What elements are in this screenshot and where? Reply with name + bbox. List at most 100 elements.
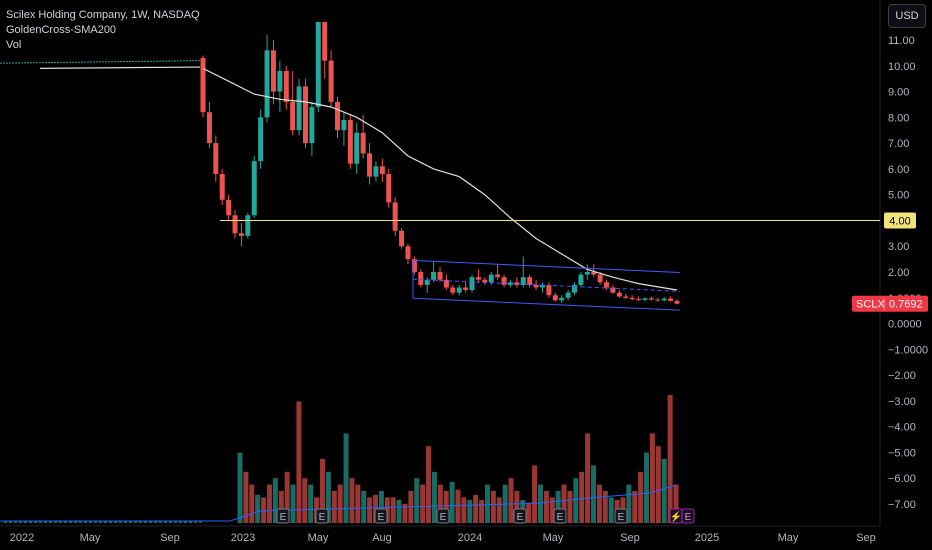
earnings-event-marker[interactable]: E (681, 508, 695, 524)
price-tick-label: 7.00 (888, 138, 909, 150)
volume-bar (573, 478, 579, 523)
volume-bar (14, 521, 17, 523)
volume-bar (44, 521, 47, 523)
earnings-event-marker[interactable]: E (614, 508, 628, 524)
level-price-label: 4.00 (889, 215, 910, 227)
volume-ma-line (0, 484, 677, 522)
last-price-symbol: SCLX (856, 299, 885, 311)
candle-body (347, 119, 353, 164)
time-tick-label: Sep (620, 532, 640, 544)
volume-bar (349, 478, 355, 523)
volume-bar (243, 471, 249, 523)
event-marker-box (276, 508, 290, 524)
volume-bar (355, 484, 361, 523)
volume-bar (64, 521, 67, 523)
candle-body (270, 50, 276, 92)
volume-bar (109, 521, 112, 523)
volume-bar (159, 521, 162, 523)
volume-bar (479, 499, 485, 523)
candle-body (424, 279, 430, 285)
volume-bar (24, 521, 27, 523)
event-marker-box (436, 508, 450, 524)
candle-body (219, 174, 225, 200)
candle-body (507, 282, 513, 285)
time-tick-label: Aug (372, 532, 392, 544)
candle-body (302, 86, 308, 144)
last-price-value: 0.7692 (889, 299, 923, 311)
volume-bar (514, 491, 520, 523)
volume-bar (194, 521, 197, 523)
volume-bar (626, 484, 632, 523)
price-tick-label: 6.00 (888, 164, 909, 176)
candle-body (341, 119, 347, 131)
candle-body (668, 298, 674, 301)
volume-bar (555, 491, 561, 523)
event-marker-text: ⚡ (670, 510, 682, 523)
candle-body (495, 274, 501, 278)
candle-body (610, 287, 616, 293)
earnings-event-marker[interactable]: E (276, 508, 290, 524)
price-tick-label: 10.00 (888, 61, 916, 73)
price-tick-label: −4.00 (888, 422, 916, 434)
symbol-title: Scilex Holding Company, 1W, NASDAQ (6, 9, 200, 21)
volume-bar (79, 521, 82, 523)
volume-bar (567, 491, 573, 523)
time-tick-label: Sep (160, 532, 180, 544)
volume-bar (638, 471, 644, 523)
volume-bar (661, 459, 667, 523)
volume-bar (331, 491, 337, 523)
volume-bar (261, 497, 267, 523)
volume-bars (4, 395, 679, 523)
candle-body (539, 284, 545, 288)
event-marker-text: E (280, 512, 287, 523)
volume-label[interactable]: Vol (6, 39, 22, 51)
earnings-event-marker[interactable]: E (513, 508, 527, 524)
volume-bar (154, 521, 157, 523)
volume-bar (361, 491, 367, 523)
candle-body (661, 298, 667, 301)
event-marker-text: E (378, 512, 385, 523)
event-marker-box (374, 508, 388, 524)
time-tick-label: May (778, 532, 799, 544)
volume-bar (296, 401, 302, 523)
dividend-event-marker[interactable]: ⚡ (669, 508, 683, 524)
candle-body (655, 299, 661, 301)
earnings-event-marker[interactable]: E (315, 508, 329, 524)
volume-bar (602, 491, 608, 523)
volume-bar (84, 521, 87, 523)
candle-body (475, 277, 481, 280)
price-tick-label: 5.00 (888, 190, 909, 202)
volume-bar (174, 521, 177, 523)
volume-bar (537, 484, 543, 523)
indicator-label[interactable]: GoldenCross-SMA200 (6, 24, 117, 36)
channel-upper-line (412, 259, 681, 274)
candle-body (386, 174, 392, 203)
candle-body (251, 161, 257, 216)
channel-mid-line (412, 278, 681, 292)
earnings-event-marker[interactable]: E (374, 508, 388, 524)
candle-body (527, 277, 533, 285)
volume-bar (473, 494, 479, 523)
event-marker-text: E (319, 512, 326, 523)
earnings-event-marker[interactable]: E (436, 508, 450, 524)
volume-bar (237, 452, 243, 523)
volume-bar (302, 478, 308, 523)
currency-button[interactable]: USD (888, 4, 926, 28)
price-tick-label: −5.00 (888, 447, 916, 459)
volume-bar (169, 521, 172, 523)
volume-bar (308, 484, 314, 523)
volume-bar (189, 521, 192, 523)
price-tick-label: 8.00 (888, 112, 909, 124)
candle-body (488, 274, 494, 283)
earnings-event-marker[interactable]: E (553, 508, 567, 524)
event-marker-box (553, 508, 567, 524)
volume-bar (461, 497, 467, 523)
volume-bar (54, 521, 57, 523)
candle-body (373, 166, 379, 177)
volume-bar (74, 521, 77, 523)
volume-bar (449, 482, 455, 523)
candle-body (450, 287, 456, 293)
volume-bar (49, 521, 52, 523)
volume-bar (443, 491, 449, 523)
